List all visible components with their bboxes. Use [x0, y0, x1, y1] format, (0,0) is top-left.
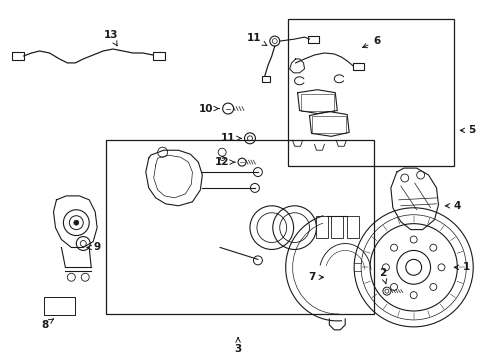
- Text: 12: 12: [215, 157, 235, 167]
- Circle shape: [74, 220, 79, 225]
- Bar: [288, 19, 454, 166]
- Text: 2: 2: [379, 268, 387, 284]
- Text: 9: 9: [87, 243, 101, 252]
- Bar: [262, 76, 270, 82]
- Bar: [313, 117, 346, 133]
- Bar: [153, 52, 165, 60]
- Text: 6: 6: [363, 36, 381, 48]
- Text: 10: 10: [199, 104, 219, 113]
- Text: 13: 13: [104, 30, 118, 46]
- Text: 5: 5: [460, 125, 476, 135]
- Bar: [308, 36, 319, 43]
- Text: 1: 1: [454, 262, 470, 272]
- Bar: [347, 216, 359, 238]
- Bar: [317, 216, 328, 238]
- Bar: [44, 297, 75, 315]
- Text: 8: 8: [41, 319, 53, 330]
- Text: 11: 11: [246, 33, 267, 45]
- Text: 3: 3: [234, 338, 242, 354]
- Bar: [106, 140, 374, 314]
- Bar: [12, 52, 24, 60]
- Bar: [353, 63, 364, 70]
- Bar: [300, 94, 334, 111]
- Text: 4: 4: [445, 201, 461, 211]
- Bar: [331, 216, 343, 238]
- Text: 11: 11: [221, 133, 241, 143]
- Text: 7: 7: [308, 272, 323, 282]
